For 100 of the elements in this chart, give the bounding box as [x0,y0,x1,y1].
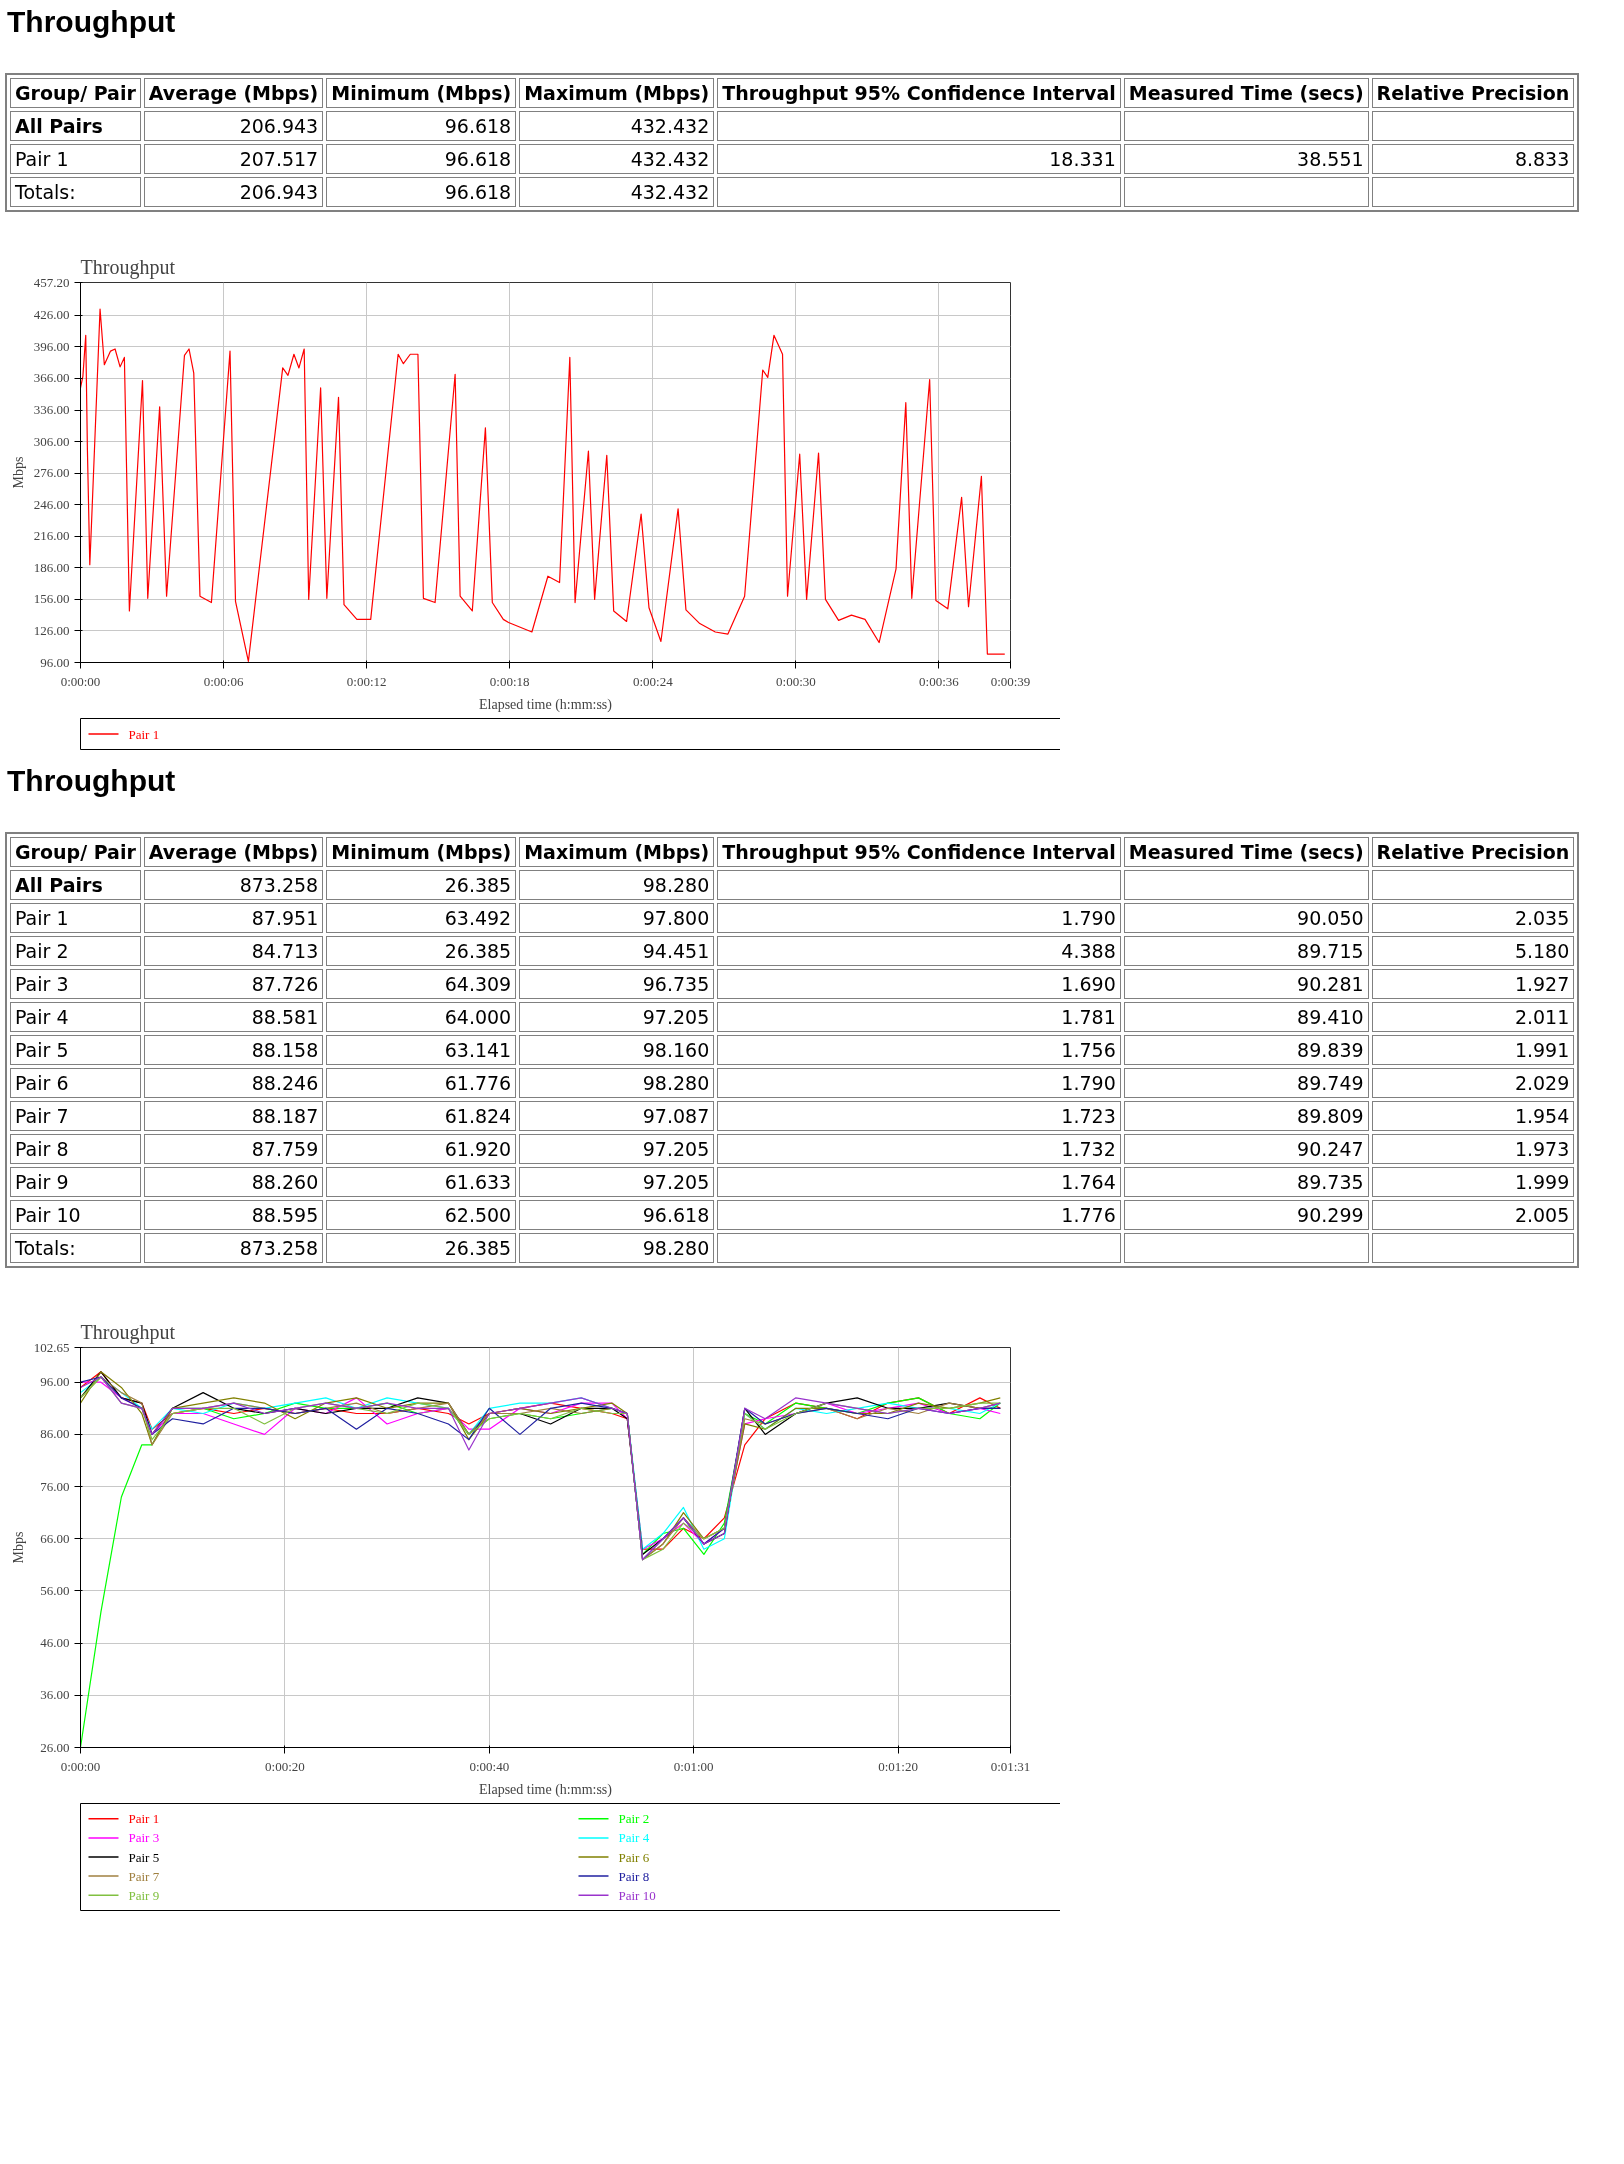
line-series [80,308,1006,663]
legend-label: Pair 3 [128,1830,160,1846]
text: 90.299 [1297,1204,1364,1226]
text: 1.732 [1061,1138,1116,1160]
text: 64.000 [444,1006,512,1028]
text: Throughput [7,5,177,39]
text: 89.410 [1297,1006,1364,1028]
text: 26.385 [444,1237,512,1259]
text: 2.035 [1514,907,1570,929]
category-label: Maximum (Mbps) [519,837,715,867]
y-tick-label: 126.00 [33,622,70,638]
text: 26.385 [444,940,512,962]
text: 18.331 [1049,148,1116,170]
text: 61.633 [444,1171,512,1193]
text: 2.011 [1514,1006,1570,1028]
text: 97.087 [642,1105,710,1127]
text: 96.735 [642,973,710,995]
chart-title: Throughput [80,1320,176,1344]
y-tick-label: 86.00 [40,1426,70,1442]
text: 96.618 [444,148,512,170]
text: 1.973 [1514,1138,1570,1160]
text: 873.258 [239,1237,319,1259]
legend-label: Pair 2 [618,1811,650,1827]
text: 88.260 [251,1171,319,1193]
category-label: All Pairs [15,874,103,896]
y-tick-label: 156.00 [33,591,70,607]
category-label: Measured Time (secs) [1123,837,1369,867]
category-label: Pair 10 [15,1204,81,1226]
x-tick-label: 0:00:36 [919,673,960,689]
y-tick-label: 36.00 [40,1687,70,1703]
text: 96.618 [444,115,512,137]
category-label: Pair 4 [15,1006,69,1028]
x-tick-label: 0:00:00 [60,673,101,689]
text: 432.432 [630,181,710,203]
text: 1.756 [1061,1039,1116,1061]
y-tick-label: 457.20 [33,274,70,290]
y-axis-title: Mbps [10,1531,26,1564]
y-tick-label: 96.00 [40,1374,70,1390]
x-tick-label: 0:01:00 [673,1758,714,1774]
text: 38.551 [1297,148,1364,170]
text: 1.991 [1514,1039,1570,1061]
text: 89.749 [1297,1072,1364,1094]
category-label: Measured Time (secs) [1123,78,1369,108]
text: 96.618 [642,1204,710,1226]
category-label: Pair 1 [15,907,69,929]
y-tick-label: 102.65 [33,1339,70,1355]
x-tick-label: 0:00:00 [60,1758,101,1774]
text: 432.432 [630,148,710,170]
text: 1.764 [1061,1171,1116,1193]
x-tick-label: 0:00:06 [203,673,244,689]
text: 89.715 [1297,940,1364,962]
x-tick-label: 0:00:39 [990,673,1031,689]
legend-label: Pair 9 [128,1887,160,1903]
text: 1.999 [1514,1171,1570,1193]
category-label: Pair 5 [15,1039,69,1061]
x-tick-label: 0:01:20 [878,1758,918,1774]
text: 2.005 [1514,1204,1570,1226]
text: 89.809 [1297,1105,1364,1127]
x-tick-label: 0:00:12 [346,673,387,689]
x-tick-label: 0:01:31 [990,1758,1031,1774]
text: 1.790 [1061,1072,1116,1094]
text: 97.800 [642,907,710,929]
category-label: Pair 6 [15,1072,69,1094]
text: 98.160 [642,1039,710,1061]
text: 207.517 [239,148,319,170]
text: 61.824 [444,1105,512,1127]
x-tick-label: 0:00:20 [265,1758,305,1774]
y-tick-label: 366.00 [33,370,70,386]
y-tick-label: 336.00 [33,402,70,418]
text: 1.776 [1061,1204,1116,1226]
text: 84.713 [251,940,319,962]
category-label: Group/ Pair [10,78,141,108]
category-label: Average (Mbps) [143,78,324,108]
y-tick-label: 276.00 [33,465,70,481]
text: 88.246 [251,1072,319,1094]
y-tick-label: 76.00 [40,1478,70,1494]
text: 98.280 [642,1237,710,1259]
text: 88.187 [251,1105,319,1127]
text: 87.759 [251,1138,319,1160]
text: 63.492 [444,907,512,929]
text: 5.180 [1514,940,1570,962]
text: 206.943 [239,181,319,203]
y-tick-label: 66.00 [40,1530,70,1546]
legend-label: Pair 6 [618,1849,650,1865]
category-label: Minimum (Mbps) [326,78,517,108]
text: 4.388 [1061,940,1116,962]
category-label: Throughput 95% Confidence Interval [717,78,1121,108]
text: 90.247 [1297,1138,1364,1160]
category-label: Pair 2 [15,940,69,962]
legend-label: Pair 10 [618,1887,656,1903]
text: 1.690 [1061,973,1116,995]
y-tick-label: 26.00 [40,1739,70,1755]
text: 97.205 [642,1006,710,1028]
category-label: Totals: [15,1237,76,1259]
y-tick-label: 306.00 [33,433,70,449]
text: 87.951 [251,907,319,929]
text: 88.158 [251,1039,319,1061]
y-tick-label: 426.00 [33,307,70,323]
x-tick-label: 0:00:18 [489,673,530,689]
y-tick-label: 56.00 [40,1582,70,1598]
